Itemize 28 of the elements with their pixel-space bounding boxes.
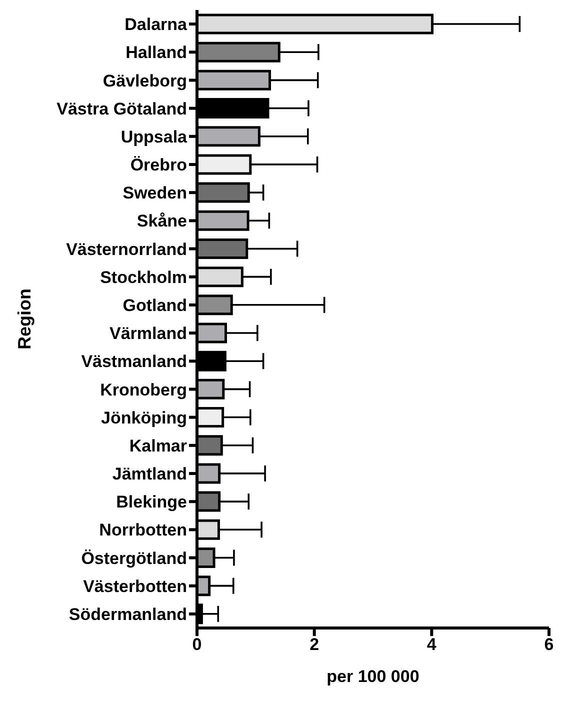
y-tick-label: Blekinge <box>116 492 187 512</box>
y-tick-label: Dalarna <box>124 15 188 34</box>
y-tick-label: Gotland <box>122 296 187 315</box>
y-axis-title: Region <box>14 288 34 350</box>
y-tick-label: Kronoberg <box>100 380 187 400</box>
y-tick-label: Halland <box>126 43 187 62</box>
y-tick-label: Uppsala <box>120 127 188 146</box>
y-tick-label: Örebro <box>130 156 187 175</box>
y-tick-label: Skåne <box>136 212 187 231</box>
y-tick-label: Sweden <box>122 184 187 203</box>
y-tick-label: Jönköping <box>101 408 187 428</box>
y-tick-label: Värmland <box>110 324 187 344</box>
y-tick-label: Västerbotten <box>83 576 187 596</box>
y-tick-label: Kalmar <box>129 436 188 456</box>
x-tick-label: 6 <box>544 635 554 654</box>
y-tick-label: Jämtland <box>112 464 187 484</box>
y-tick-label: Gävleborg <box>102 71 187 90</box>
y-tick-label: Norrbotten <box>99 520 187 540</box>
x-tick-label: 2 <box>310 635 320 654</box>
x-tick-label: 0 <box>192 635 202 654</box>
y-tick-label: Västmanland <box>81 352 187 372</box>
y-tick-label: Västernorrland <box>66 240 187 259</box>
y-tick-label: Västra Götaland <box>56 99 187 118</box>
x-axis-title: per 100 000 <box>326 667 420 686</box>
y-tick-label: Södermanland <box>68 604 187 624</box>
x-tick-label: 4 <box>426 635 437 654</box>
y-tick-label: Stockholm <box>100 268 187 287</box>
y-tick-label: Östergötland <box>81 548 187 568</box>
